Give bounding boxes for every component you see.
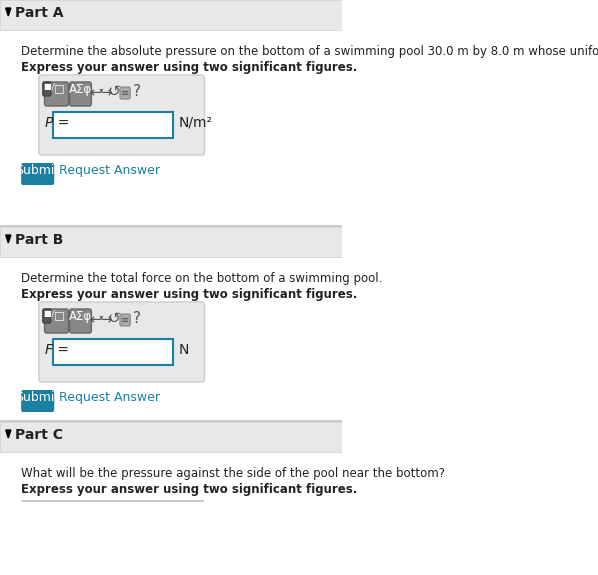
Bar xyxy=(0,225,341,227)
Text: Determine the total force on the bottom of a swimming pool.: Determine the total force on the bottom … xyxy=(21,272,383,285)
Bar xyxy=(0,30,341,225)
Polygon shape xyxy=(6,235,11,243)
FancyBboxPatch shape xyxy=(39,302,205,382)
Bar xyxy=(53,339,173,365)
FancyBboxPatch shape xyxy=(43,82,51,96)
Bar xyxy=(0,420,341,422)
FancyBboxPatch shape xyxy=(44,82,69,106)
Text: Request Answer: Request Answer xyxy=(59,164,160,177)
Text: AΣφ: AΣφ xyxy=(69,83,92,96)
Bar xyxy=(0,452,341,575)
Text: P =: P = xyxy=(44,116,69,130)
FancyBboxPatch shape xyxy=(43,309,51,323)
Text: √□: √□ xyxy=(48,83,65,94)
Text: ■: ■ xyxy=(43,309,51,318)
FancyBboxPatch shape xyxy=(39,75,205,155)
FancyBboxPatch shape xyxy=(70,82,91,106)
Text: ■: ■ xyxy=(43,82,51,91)
Text: ↪: ↪ xyxy=(99,311,111,326)
FancyBboxPatch shape xyxy=(44,309,69,333)
Text: ↩: ↩ xyxy=(90,84,102,99)
Text: ≡: ≡ xyxy=(121,315,129,325)
Bar xyxy=(0,422,341,452)
Text: N: N xyxy=(178,343,188,357)
Polygon shape xyxy=(6,430,11,438)
FancyBboxPatch shape xyxy=(21,163,54,185)
Text: Express your answer using two significant figures.: Express your answer using two significan… xyxy=(21,288,358,301)
Bar xyxy=(53,112,173,138)
Text: N/m²: N/m² xyxy=(178,116,212,130)
FancyBboxPatch shape xyxy=(120,314,130,326)
Text: Submit: Submit xyxy=(16,164,60,177)
Text: √□: √□ xyxy=(48,310,65,321)
Bar xyxy=(0,257,341,452)
FancyBboxPatch shape xyxy=(70,309,91,333)
Bar xyxy=(0,227,341,257)
Text: Request Answer: Request Answer xyxy=(59,391,160,404)
Text: ?: ? xyxy=(133,84,141,99)
Text: AΣφ: AΣφ xyxy=(69,310,92,323)
Text: Part A: Part A xyxy=(16,6,64,20)
Text: ↩: ↩ xyxy=(90,311,102,326)
Text: ↺: ↺ xyxy=(108,84,121,99)
Text: Express your answer using two significant figures.: Express your answer using two significan… xyxy=(21,61,358,74)
Text: Express your answer using two significant figures.: Express your answer using two significan… xyxy=(21,483,358,496)
Polygon shape xyxy=(6,8,11,16)
Bar xyxy=(21,500,204,501)
Text: ↪: ↪ xyxy=(99,84,111,99)
Text: Submit: Submit xyxy=(16,391,60,404)
Text: Determine the absolute pressure on the bottom of a swimming pool 30.0 m by 8.0 m: Determine the absolute pressure on the b… xyxy=(21,45,598,58)
Bar xyxy=(0,0,341,30)
Text: F =: F = xyxy=(44,343,69,357)
Text: ↺: ↺ xyxy=(108,311,121,326)
FancyBboxPatch shape xyxy=(21,390,54,412)
Text: Part B: Part B xyxy=(16,233,64,247)
Text: ?: ? xyxy=(133,311,141,326)
Text: What will be the pressure against the side of the pool near the bottom?: What will be the pressure against the si… xyxy=(21,467,445,480)
FancyBboxPatch shape xyxy=(120,87,130,99)
Text: Part C: Part C xyxy=(16,428,63,442)
Text: ≡: ≡ xyxy=(121,88,129,98)
